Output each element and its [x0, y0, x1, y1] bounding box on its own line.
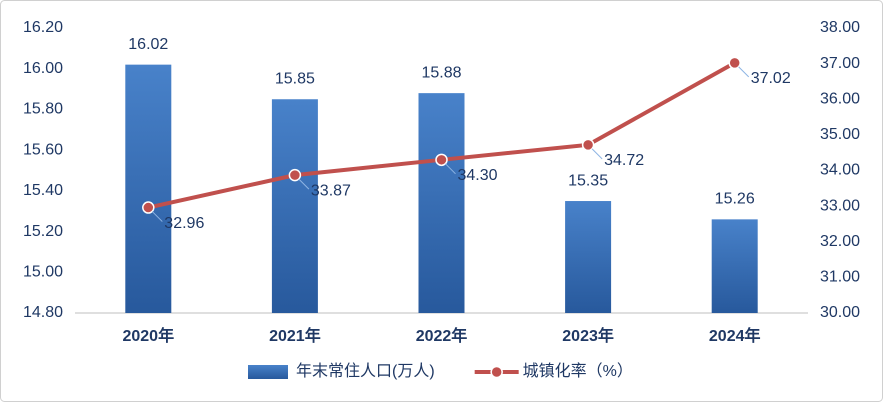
legend-label: 城镇化率（%） [523, 362, 633, 380]
line-value-label: 37.02 [751, 70, 791, 87]
x-tick-label: 2020年 [122, 326, 174, 345]
bar [565, 201, 612, 313]
line-value-label: 34.72 [604, 152, 644, 169]
y2-tick-label: 31.00 [820, 269, 860, 286]
label-leader [445, 163, 456, 175]
bar [271, 99, 318, 313]
label-leader [738, 66, 750, 78]
legend-swatch [248, 365, 288, 379]
legend-marker [490, 365, 503, 379]
line-marker [435, 153, 448, 167]
y2-tick-label: 37.00 [820, 55, 860, 72]
legend-label: 年末常住人口(万人) [296, 362, 435, 380]
y-tick-label: 14.80 [23, 304, 63, 321]
y-tick-label: 16.20 [23, 19, 63, 36]
line-marker [142, 201, 155, 214]
label-leader [151, 211, 163, 222]
line-marker [728, 56, 741, 70]
line-value-label: 32.96 [164, 215, 204, 232]
line-marker [288, 168, 302, 182]
y2-tick-label: 30.00 [820, 304, 860, 321]
y2-tick-label: 36.00 [820, 90, 860, 107]
y2-tick-label: 32.00 [820, 233, 860, 250]
y2-tick-label: 34.00 [820, 162, 860, 179]
x-tick-label: 2023年 [562, 326, 614, 345]
y-tick-label: 15.60 [23, 141, 63, 158]
x-tick-label: 2021年 [269, 326, 321, 345]
bar [711, 219, 758, 313]
label-leader [298, 178, 310, 190]
bar-value-label: 16.02 [128, 36, 168, 53]
y-tick-label: 15.80 [23, 101, 63, 118]
y-tick-label: 15.20 [23, 223, 63, 240]
label-leader [591, 148, 603, 160]
y2-tick-label: 33.00 [820, 197, 860, 214]
y-tick-label: 16.00 [23, 60, 63, 77]
line-value-label: 34.30 [458, 167, 498, 184]
y2-tick-label: 38.00 [820, 19, 860, 36]
line-value-label: 33.87 [311, 182, 351, 199]
line-marker [581, 138, 595, 152]
bar-value-label: 15.88 [421, 64, 461, 81]
bar-value-label: 15.35 [568, 172, 608, 189]
y-tick-label: 15.40 [23, 182, 63, 199]
bar-value-label: 15.26 [715, 191, 755, 208]
x-tick-label: 2024年 [709, 326, 761, 345]
bar [418, 93, 465, 314]
y2-tick-label: 35.00 [820, 126, 860, 143]
bar-value-label: 15.85 [275, 70, 315, 87]
bar [125, 64, 172, 314]
x-tick-label: 2022年 [416, 326, 468, 345]
y-tick-label: 15.00 [23, 264, 63, 281]
